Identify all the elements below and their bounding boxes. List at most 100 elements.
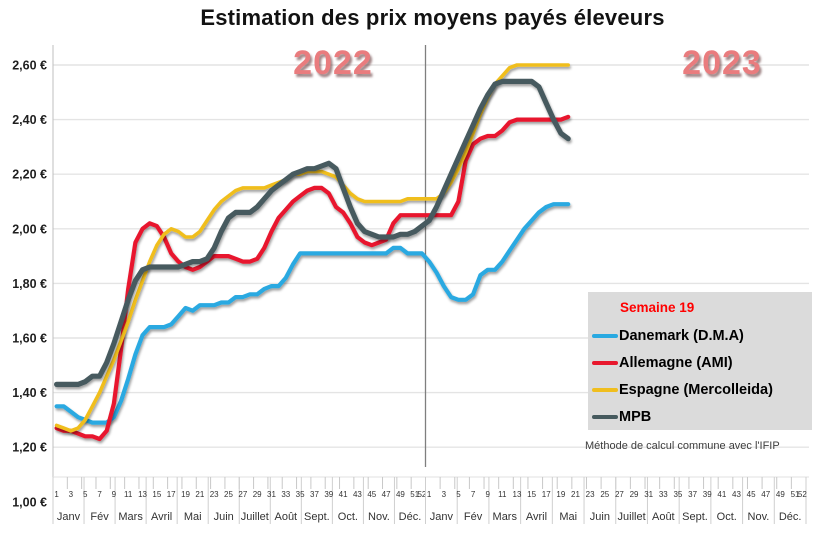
month-label: Nov. (368, 511, 390, 523)
week-tick-label: 45 (367, 490, 376, 499)
week-tick-label: 27 (615, 490, 624, 499)
week-tick-label: 17 (542, 490, 551, 499)
week-tick-label: 23 (210, 490, 219, 499)
week-tick-label: 1 (427, 490, 432, 499)
week-tick-label: 7 (97, 490, 102, 499)
legend-swatch-danemark (592, 333, 618, 338)
week-tick-label: 41 (339, 490, 348, 499)
month-label: Mai (184, 511, 202, 523)
year-label-2022: 2022 (293, 44, 373, 82)
week-tick-label: 51 (791, 490, 800, 499)
legend-label-danemark: Danemark (D.M.A) (619, 327, 744, 344)
y-axis-tick-label: 1,40 € (12, 386, 47, 400)
month-label: Fév (90, 511, 109, 523)
y-axis-tick-label: 1,00 € (12, 495, 47, 509)
legend-item-mpb: MPB (592, 403, 812, 430)
week-tick-label: 21 (571, 490, 580, 499)
month-label: Juillet (618, 511, 646, 523)
month-label: Avril (151, 511, 172, 523)
week-tick-label: 5 (456, 490, 461, 499)
legend-box: Semaine 19 Danemark (D.M.A) Allemagne (A… (588, 292, 812, 430)
y-axis-tick-label: 2,40 € (12, 113, 47, 127)
month-label: Mars (118, 511, 143, 523)
legend-swatch-espagne (592, 387, 618, 392)
month-label: Sept. (682, 511, 708, 523)
week-tick-label: 29 (253, 490, 262, 499)
y-axis-tick-label: 2,00 € (12, 222, 47, 236)
week-tick-label: 31 (267, 490, 276, 499)
week-tick-label: 9 (485, 490, 490, 499)
week-tick-label: 47 (382, 490, 391, 499)
week-tick-label: 37 (310, 490, 319, 499)
legend-item-danemark: Danemark (D.M.A) (592, 322, 812, 349)
month-label: Juin (214, 511, 234, 523)
legend-week-header: Semaine 19 (620, 300, 695, 315)
month-label: Avril (526, 511, 547, 523)
series-line-allemagne-ami (54, 114, 571, 442)
week-tick-label: 7 (471, 490, 476, 499)
week-tick-label: 17 (167, 490, 176, 499)
month-label: Fév (464, 511, 483, 523)
week-tick-label: 33 (659, 490, 668, 499)
series-line-danemark-d-m-a (54, 202, 571, 425)
month-label: Juin (590, 511, 610, 523)
month-label: Juillet (241, 511, 269, 523)
month-label: Janv (57, 511, 81, 523)
y-axis-tick-label: 1,60 € (12, 332, 47, 346)
week-tick-label: 51 (410, 490, 419, 499)
week-tick-label: 15 (152, 490, 161, 499)
month-label: Oct. (717, 511, 737, 523)
legend-swatch-mpb (592, 414, 618, 419)
week-tick-label: 25 (224, 490, 233, 499)
legend-item-espagne: Espagne (Mercolleida) (592, 376, 812, 403)
week-tick-label: 11 (498, 490, 507, 499)
week-tick-label: 47 (761, 490, 770, 499)
month-label: Août (652, 511, 675, 523)
legend-swatch-allemagne (592, 360, 618, 365)
month-label: Mars (493, 511, 518, 523)
week-tick-label: 49 (396, 490, 405, 499)
week-tick-label: 52 (417, 490, 426, 499)
month-label: Mai (559, 511, 577, 523)
week-tick-label: 19 (181, 490, 190, 499)
week-tick-label: 35 (296, 490, 305, 499)
week-tick-label: 39 (324, 490, 333, 499)
y-axis-tick-label: 2,20 € (12, 168, 47, 182)
week-tick-label: 37 (688, 490, 697, 499)
week-tick-label: 49 (776, 490, 785, 499)
week-tick-label: 11 (124, 490, 133, 499)
week-tick-label: 23 (586, 490, 595, 499)
week-tick-label: 52 (798, 490, 807, 499)
legend-label-mpb: MPB (619, 408, 652, 425)
week-tick-label: 3 (442, 490, 447, 499)
week-tick-label: 29 (630, 490, 639, 499)
week-tick-label: 13 (513, 490, 522, 499)
legend-label-espagne: Espagne (Mercolleida) (619, 381, 773, 398)
week-tick-label: 35 (673, 490, 682, 499)
week-tick-label: 27 (238, 490, 247, 499)
week-tick-label: 33 (281, 490, 290, 499)
week-tick-label: 13 (138, 490, 147, 499)
month-label: Déc. (779, 511, 802, 523)
y-axis-tick-label: 2,60 € (12, 59, 47, 73)
week-tick-label: 39 (703, 490, 712, 499)
month-label: Déc. (399, 511, 422, 523)
month-label: Oct. (338, 511, 358, 523)
week-tick-label: 21 (195, 490, 204, 499)
page-title: Estimation des prix moyens payés éleveur… (200, 5, 665, 30)
legend-label-allemagne: Allemagne (AMI) (619, 354, 733, 371)
week-tick-label: 1 (54, 490, 59, 499)
week-tick-label: 43 (732, 490, 741, 499)
year-label-2023: 2023 (682, 44, 762, 82)
week-tick-label: 41 (717, 490, 726, 499)
month-label: Sept. (304, 511, 330, 523)
y-axis-tick-label: 1,20 € (12, 441, 47, 455)
week-tick-label: 43 (353, 490, 362, 499)
week-tick-label: 5 (83, 490, 88, 499)
week-tick-label: 25 (600, 490, 609, 499)
series-line-mpb (53, 78, 571, 387)
week-tick-label: 9 (112, 490, 117, 499)
legend-item-allemagne: Allemagne (AMI) (592, 349, 812, 376)
